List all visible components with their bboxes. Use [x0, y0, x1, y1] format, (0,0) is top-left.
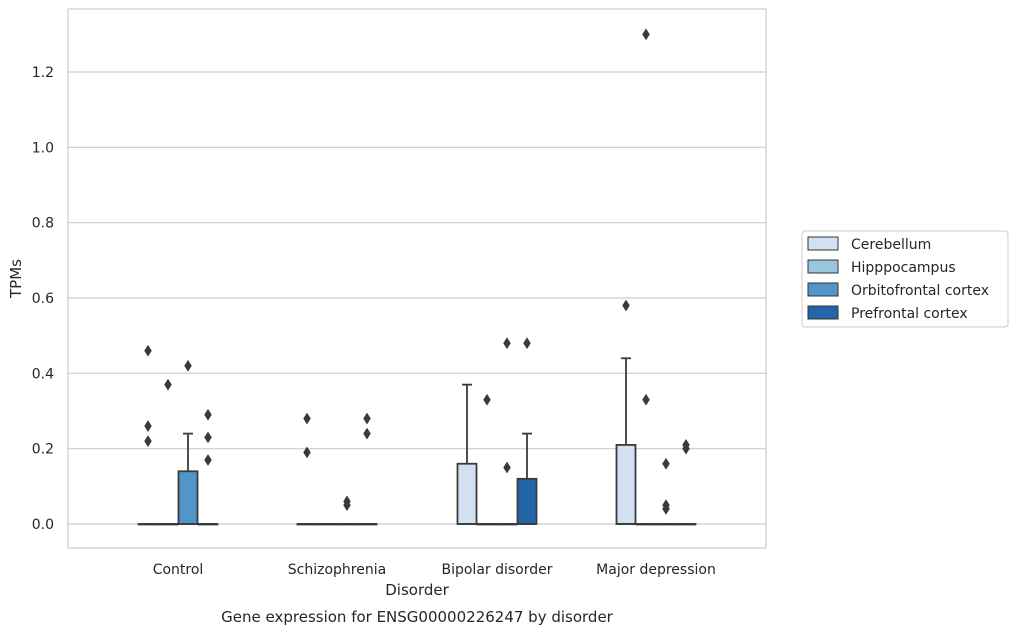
outlier-point-cerebellum: [144, 435, 152, 448]
box-cerebellum-major-depression: [615, 357, 637, 525]
y-tick-label: 1.0: [32, 140, 54, 156]
outlier-point-prefrontal-cortex: [363, 427, 371, 440]
x-tick-labels: Control Schizophrenia Bipolar disorder Majo…: [153, 562, 716, 578]
plot-frame: [67, 8, 767, 549]
outlier-point-hipppocampus: [483, 393, 491, 406]
x-tick-label-major-depression: Major depression: [596, 562, 716, 578]
boxes: [137, 357, 697, 526]
outlier-point-prefrontal-cortex: [682, 442, 690, 455]
outlier-point-orbitofrontal-cortex: [662, 457, 670, 470]
box-hipppocampus-schizophrenia: [316, 523, 338, 526]
box-prefrontal-cortex-control: [197, 523, 219, 526]
box-cerebellum-bipolar-disorder: [456, 383, 478, 525]
box-body: [516, 477, 538, 525]
legend-swatch-prefrontal-cortex: [807, 305, 839, 320]
outlier-point-cerebellum: [303, 412, 311, 425]
legend-swatch-orbitofrontal-cortex: [807, 282, 839, 297]
chart-title: Gene expression for ENSG00000226247 by d…: [221, 608, 614, 626]
y-tick-label: 0.6: [32, 291, 54, 307]
outlier-point-cerebellum: [303, 446, 311, 459]
y-tick-label: 0.4: [32, 366, 54, 382]
outlier-point-cerebellum: [622, 299, 630, 312]
x-tick-label-control: Control: [153, 562, 204, 578]
outlier-point-orbitofrontal-cortex: [343, 499, 351, 512]
legend-label-hippocampus: Hipppocampus: [851, 260, 956, 276]
outlier-point-hipppocampus: [642, 28, 650, 41]
box-hipppocampus-major-depression: [635, 523, 657, 526]
legend-label-cerebellum: Cerebellum: [851, 237, 931, 253]
y-axis-label: TPMs: [7, 259, 25, 299]
grid-lines: [68, 71, 766, 525]
x-axis-label: Disorder: [385, 581, 449, 599]
y-tick-label: 0.8: [32, 216, 54, 232]
box-prefrontal-cortex-bipolar-disorder: [516, 432, 538, 525]
box-cerebellum-control: [137, 523, 159, 526]
outlier-point-orbitofrontal-cortex: [503, 461, 511, 474]
outlier-point-orbitofrontal-cortex: [503, 337, 511, 350]
legend-label-orbitofrontal-cortex: Orbitofrontal cortex: [851, 283, 989, 299]
box-prefrontal-cortex-schizophrenia: [356, 523, 378, 526]
outlier-point-hipppocampus: [642, 393, 650, 406]
outlier-points: [144, 28, 690, 515]
box-orbitofrontal-cortex-major-depression: [655, 523, 677, 526]
outlier-point-prefrontal-cortex: [204, 431, 212, 444]
legend: Cerebellum Hipppocampus Orbitofrontal co…: [801, 230, 1009, 328]
outlier-point-orbitofrontal-cortex: [662, 502, 670, 515]
box-body: [615, 443, 637, 525]
y-tick-label: 0.2: [32, 442, 54, 458]
x-tick-label-bipolar-disorder: Bipolar disorder: [441, 562, 552, 578]
outlier-point-prefrontal-cortex: [523, 337, 531, 350]
box-cerebellum-schizophrenia: [296, 523, 318, 526]
box-orbitofrontal-cortex-control: [177, 432, 199, 525]
legend-label-prefrontal-cortex: Prefrontal cortex: [851, 306, 968, 322]
outlier-point-cerebellum: [144, 420, 152, 433]
box-hipppocampus-control: [157, 523, 179, 526]
legend-swatch-hippocampus: [807, 259, 839, 274]
legend-frame: [801, 230, 1009, 328]
outlier-point-prefrontal-cortex: [204, 454, 212, 466]
outlier-point-orbitofrontal-cortex: [184, 359, 192, 372]
box-hipppocampus-bipolar-disorder: [476, 523, 498, 526]
box-orbitofrontal-cortex-bipolar-disorder: [496, 523, 518, 526]
box-prefrontal-cortex-major-depression: [675, 523, 697, 526]
box-orbitofrontal-cortex-schizophrenia: [336, 523, 358, 526]
y-tick-label: 0.0: [32, 517, 54, 533]
legend-swatch-cerebellum: [807, 236, 839, 251]
y-tick-label: 1.2: [32, 65, 54, 81]
outlier-point-cerebellum: [144, 344, 152, 357]
outlier-point-hipppocampus: [164, 378, 172, 391]
box-body: [456, 462, 478, 525]
box-body: [177, 470, 199, 525]
x-tick-label-schizophrenia: Schizophrenia: [288, 562, 386, 578]
outlier-point-prefrontal-cortex: [204, 408, 212, 421]
y-tick-labels: 0.0 0.2 0.4 0.6 0.8 1.0 1.2: [32, 65, 54, 533]
outlier-point-prefrontal-cortex: [363, 412, 371, 425]
